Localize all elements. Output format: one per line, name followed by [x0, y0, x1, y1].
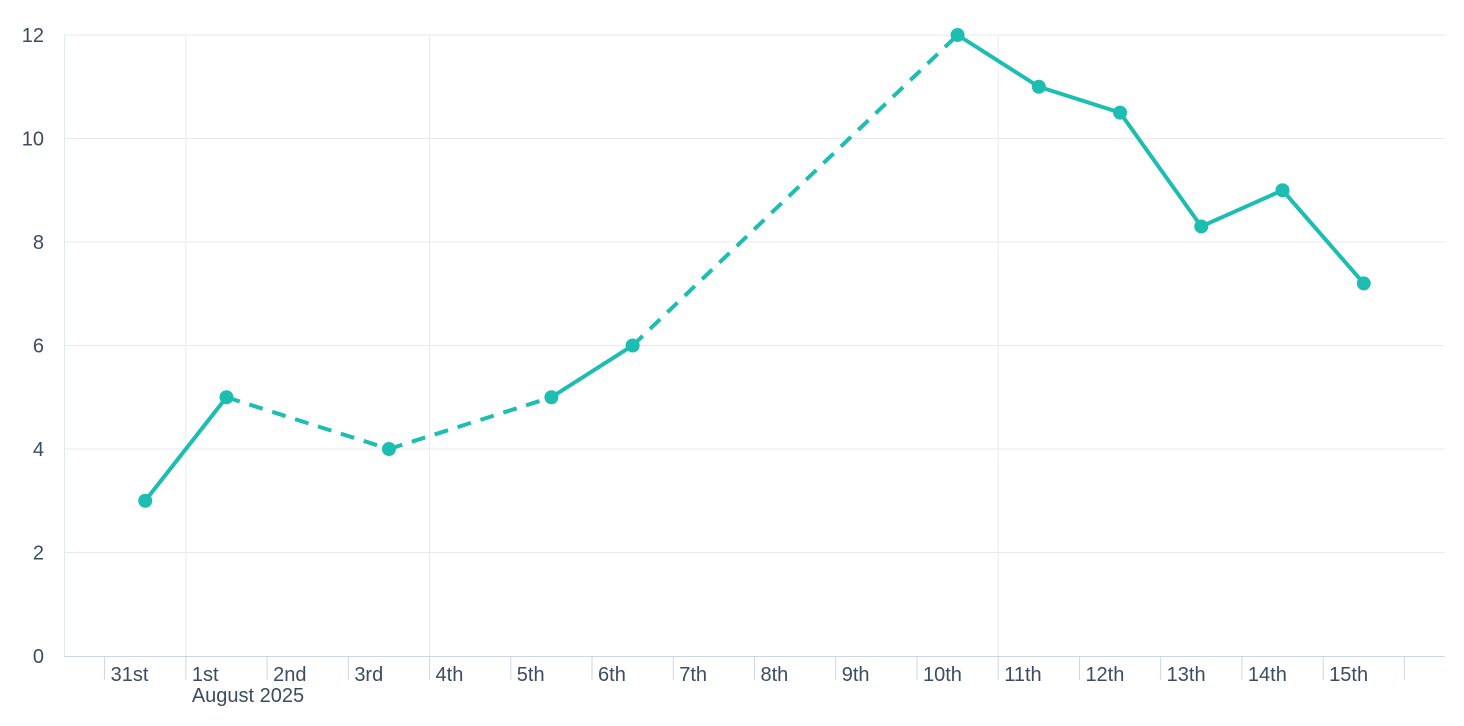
series-segment-solid — [956, 33, 1040, 89]
y-axis-tick-label: 6 — [33, 336, 44, 358]
x-axis-tick-label: 13th — [1167, 664, 1206, 686]
data-point-marker[interactable] — [1031, 79, 1046, 94]
data-point-marker[interactable] — [544, 390, 559, 405]
data-point-marker[interactable] — [625, 338, 640, 353]
x-axis-tick-label: 8th — [761, 664, 789, 686]
x-axis-tick-label: 2nd — [273, 664, 306, 686]
x-axis-tick-label: 10th — [923, 664, 962, 686]
x-axis-tick-label: 3rd — [354, 664, 383, 686]
x-axis-tick-label: 5th — [517, 664, 545, 686]
data-point-marker[interactable] — [1356, 276, 1371, 291]
y-axis-tick-label: 0 — [33, 646, 44, 668]
y-axis-tick-label: 8 — [33, 232, 44, 254]
series-segment-dashed — [631, 33, 959, 347]
x-axis-tick-label: 7th — [679, 664, 707, 686]
x-axis-tick-label: 14th — [1248, 664, 1287, 686]
x-axis-tick-label: 9th — [842, 664, 870, 686]
data-point-marker[interactable] — [950, 28, 965, 42]
data-point-marker[interactable] — [1194, 219, 1209, 234]
y-axis-tick-label: 12 — [22, 25, 44, 47]
x-axis-tick-label: 11th — [1004, 664, 1041, 686]
x-axis-tick-label: 1st — [192, 664, 219, 686]
data-point-marker[interactable] — [1113, 105, 1128, 120]
series-segment-solid — [1281, 188, 1366, 285]
x-axis-tick-label: 4th — [436, 664, 464, 686]
data-point-marker[interactable] — [1275, 183, 1290, 198]
x-axis-month-label: August 2025 — [192, 685, 304, 707]
series-segment-solid — [1038, 84, 1121, 115]
data-point-marker[interactable] — [219, 390, 234, 405]
x-axis-tick-label: 12th — [1085, 664, 1124, 686]
series-segment-solid — [1200, 188, 1284, 229]
series-segment-solid — [1118, 111, 1203, 228]
series-segment-solid — [550, 343, 634, 399]
y-axis-tick-label: 10 — [22, 129, 44, 151]
data-point-marker[interactable] — [138, 493, 153, 508]
y-axis-tick-label: 4 — [33, 439, 44, 461]
x-axis-tick-label: 15th — [1329, 664, 1368, 686]
x-axis-tick-label: 31st — [111, 664, 149, 686]
y-axis-tick-label: 2 — [33, 543, 44, 565]
series-segment-dashed — [388, 395, 553, 451]
series-segment-dashed — [225, 395, 390, 451]
x-axis-tick-label: 6th — [598, 664, 626, 686]
data-point-marker[interactable] — [381, 442, 396, 456]
series-segment-solid — [143, 396, 229, 502]
